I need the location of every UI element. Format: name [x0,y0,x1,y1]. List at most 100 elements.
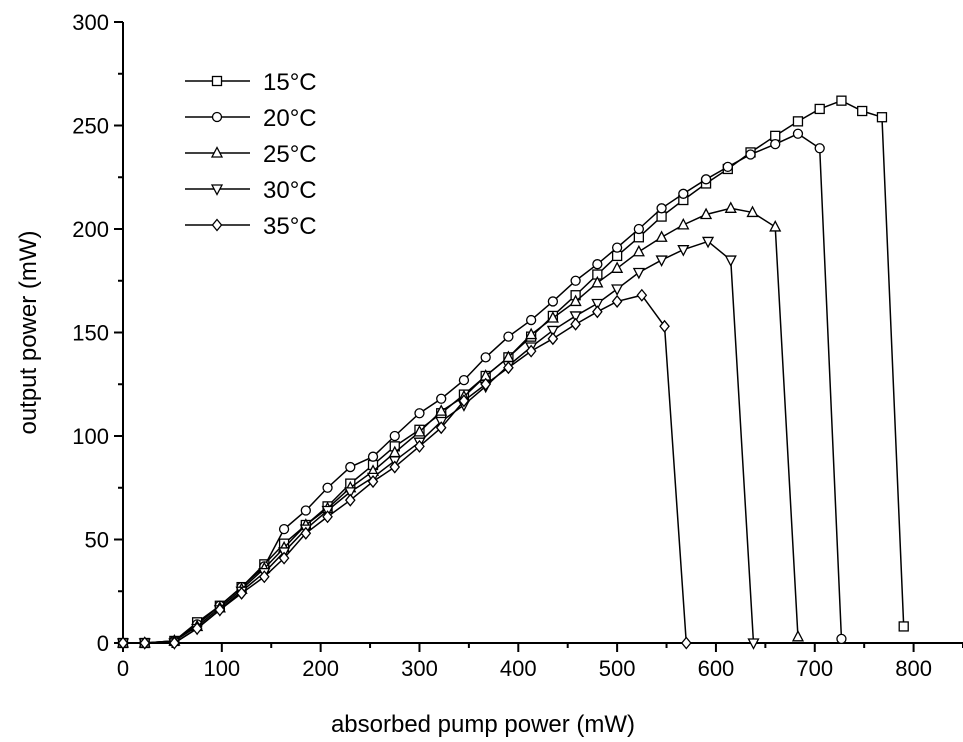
data-point [724,255,737,267]
series-4 [116,236,760,650]
legend-marker [211,75,223,87]
data-point [547,296,559,307]
data-point [435,421,447,435]
legend: 15°C 20°C 25°C 30°C 35°C [185,69,317,240]
y-tick-label: 250 [72,114,109,139]
x-tick-label: 100 [203,656,240,681]
data-point [214,603,226,617]
data-point [814,143,825,154]
data-point [680,636,692,650]
data-point [322,482,333,493]
data-point [525,314,537,326]
data-point [569,311,582,323]
data-point [724,201,737,213]
data-point [636,288,648,302]
data-point [458,374,470,386]
legend-entry: 30°C [185,177,317,204]
series-layer [116,95,909,650]
legend-entry: 20°C [185,105,317,132]
data-point [791,629,805,642]
data-point [655,255,668,267]
data-point [414,439,425,453]
data-point [611,294,623,308]
data-point [633,223,645,235]
data-point [278,524,290,535]
data-point [169,636,180,650]
data-point [592,259,603,270]
data-point [570,275,581,286]
data-point [722,161,733,173]
data-point [769,220,782,232]
data-point [413,424,426,437]
data-point [656,203,667,214]
data-point [480,352,491,363]
data-point [699,207,713,220]
y-tick-label: 150 [72,321,109,346]
series-1 [117,95,909,649]
data-point [591,275,604,288]
data-point [746,205,759,218]
series-line [123,294,688,644]
data-point [300,505,311,516]
data-point [322,510,333,524]
legend-label: 20°C [263,105,317,132]
y-tick-label: 300 [72,10,109,35]
data-point [191,621,203,636]
y-axis-title: output power (mW) [15,230,42,434]
data-point [611,242,623,253]
y-tick-label: 50 [85,528,109,553]
legend-entry: 25°C [185,141,317,168]
data-point [117,636,129,650]
x-tick-label: 0 [117,656,129,681]
data-point [414,408,425,419]
data-point [258,570,270,584]
x-tick-label: 500 [599,656,636,681]
data-point [611,261,624,273]
data-point [677,245,690,257]
data-point [458,394,470,408]
data-point [569,294,582,307]
data-point [139,636,151,650]
x-tick-label: 600 [698,656,735,681]
data-point [546,311,559,323]
axes: 0 100 200 300 400 500 600 700 800 0 50 100 150 200 250… [72,10,963,681]
data-point [857,105,868,117]
data-point [592,305,603,319]
legend-label: 25°C [263,141,317,168]
series-2 [117,128,847,649]
legend-entry: 35°C [185,213,317,240]
data-point [547,332,559,346]
data-point [836,95,847,106]
data-point [792,116,804,127]
data-point [435,404,448,416]
data-point [236,586,247,600]
data-point [503,331,514,342]
legend-entry: 15°C [185,69,317,96]
data-point [480,377,492,391]
legend-marker [210,146,224,158]
x-tick-label: 800 [895,656,932,681]
data-point [389,460,401,474]
data-point [701,236,715,249]
x-tick-label: 300 [401,656,438,681]
x-tick-label: 200 [302,656,339,681]
data-point [389,430,400,442]
data-point [300,526,312,540]
data-point [503,361,514,375]
data-point [747,638,760,650]
series-3 [116,201,805,648]
data-point [678,188,689,199]
data-point [344,493,356,507]
data-point [700,174,712,185]
legend-marker [210,184,224,196]
data-point [525,344,537,358]
legend-label: 35°C [263,213,317,240]
data-point [792,128,804,139]
x-tick-label: 400 [500,656,537,681]
data-point [344,487,357,499]
data-point [876,112,888,123]
data-point [677,217,690,230]
data-point [745,149,756,160]
legend-marker [211,111,223,123]
